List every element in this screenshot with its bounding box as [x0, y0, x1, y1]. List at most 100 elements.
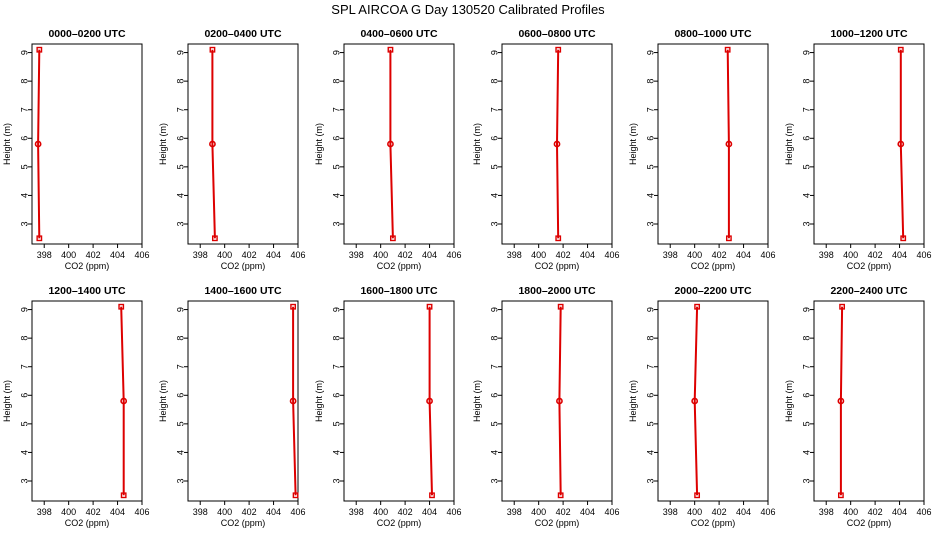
profile-line	[37, 49, 41, 239]
y-tick-label: 5	[801, 164, 811, 169]
chart-title: 0000–0200 UTC	[48, 28, 125, 40]
x-tick-label: 402	[556, 250, 571, 260]
y-tick-label: 3	[645, 221, 655, 226]
y-tick-label: 3	[19, 478, 29, 483]
y-tick-label: 8	[331, 336, 341, 341]
x-tick-label: 402	[712, 250, 727, 260]
profile-line	[899, 49, 905, 239]
x-tick-label: 402	[868, 250, 883, 260]
chart-title: 2200–2400 UTC	[830, 285, 907, 297]
x-axis-label: CO2 (ppm)	[377, 518, 422, 528]
x-tick-label: 402	[868, 507, 883, 517]
data-point	[691, 397, 699, 405]
y-tick-label: 9	[801, 307, 811, 312]
y-axis-label: Height (m)	[472, 380, 482, 422]
y-tick-label: 9	[489, 50, 499, 55]
y-tick-label: 7	[801, 364, 811, 369]
data-point	[429, 492, 435, 499]
y-axis-label: Height (m)	[314, 380, 324, 422]
y-tick-label: 3	[331, 478, 341, 483]
y-tick-label: 9	[19, 50, 29, 55]
data-point	[387, 46, 394, 53]
y-tick-label: 3	[331, 221, 341, 226]
plot-frame	[657, 300, 769, 502]
chart-title: 1000–1200 UTC	[830, 28, 907, 40]
y-axis-label: Height (m)	[628, 123, 638, 165]
y-tick-label: 8	[645, 79, 655, 84]
x-tick-label: 406	[290, 507, 305, 517]
data-point	[36, 235, 43, 242]
chart-panel: 1400–1600 UTC 398 400 402 404 406 CO2 (ppm) 3 4 5…	[158, 285, 306, 528]
chart-panel: 2000–2200 UTC 398 400 402 404 406 CO2 (ppm) 3 4 5…	[628, 285, 776, 528]
x-tick-label: 404	[422, 507, 437, 517]
y-tick-label: 6	[645, 136, 655, 141]
x-tick-label: 398	[193, 507, 208, 517]
data-point	[900, 235, 907, 242]
data-point	[387, 140, 394, 148]
x-tick-label: 406	[134, 507, 149, 517]
x-tick-label: 406	[290, 250, 305, 260]
y-axis-label: Height (m)	[2, 123, 12, 165]
y-tick-label: 5	[801, 421, 811, 426]
y-tick-label: 6	[331, 136, 341, 141]
y-axis-label: Height (m)	[314, 123, 324, 165]
y-tick-label: 8	[19, 79, 29, 84]
chart-panel: 0800–1000 UTC 398 400 402 404 406 CO2 (ppm) 3 4 5…	[628, 28, 776, 271]
x-tick-label: 398	[349, 507, 364, 517]
y-tick-label: 4	[175, 193, 185, 198]
data-point	[426, 303, 433, 310]
data-point	[557, 492, 564, 499]
x-tick-label: 400	[217, 250, 232, 260]
x-tick-label: 398	[37, 507, 52, 517]
chart-panel: 0000–0200 UTC 398 400 402 404 406 CO2 (ppm) 3 4 5…	[2, 28, 150, 271]
y-tick-label: 9	[645, 307, 655, 312]
y-tick-label: 5	[645, 421, 655, 426]
y-tick-label: 5	[331, 421, 341, 426]
x-tick-label: 404	[422, 250, 437, 260]
plot-frame	[343, 300, 455, 502]
y-tick-label: 8	[801, 336, 811, 341]
data-point	[839, 303, 846, 310]
y-tick-label: 4	[331, 450, 341, 455]
x-axis-label: CO2 (ppm)	[847, 261, 892, 271]
x-tick-label: 402	[712, 507, 727, 517]
plot-frame	[31, 43, 143, 245]
y-axis-label: Height (m)	[784, 380, 794, 422]
y-tick-label: 4	[175, 450, 185, 455]
x-axis-label: CO2 (ppm)	[691, 518, 736, 528]
data-point	[209, 46, 216, 53]
x-tick-label: 398	[193, 250, 208, 260]
y-tick-label: 7	[489, 107, 499, 112]
x-tick-label: 404	[892, 250, 907, 260]
y-axis-label: Height (m)	[158, 123, 168, 165]
y-tick-label: 8	[645, 336, 655, 341]
y-tick-label: 9	[175, 50, 185, 55]
y-tick-label: 7	[645, 107, 655, 112]
y-tick-label: 7	[331, 364, 341, 369]
y-axis-label: Height (m)	[784, 123, 794, 165]
x-tick-label: 404	[736, 507, 751, 517]
y-tick-label: 7	[331, 107, 341, 112]
chart-panel: 0600–0800 UTC 398 400 402 404 406 CO2 (ppm) 3 4 5…	[472, 28, 620, 271]
profile-line	[211, 49, 216, 239]
y-axis-label: Height (m)	[158, 380, 168, 422]
x-tick-label: 398	[349, 250, 364, 260]
y-tick-label: 8	[175, 336, 185, 341]
x-tick-label: 400	[217, 507, 232, 517]
x-tick-label: 400	[531, 507, 546, 517]
y-tick-label: 4	[801, 450, 811, 455]
x-tick-label: 404	[892, 507, 907, 517]
y-tick-label: 5	[19, 164, 29, 169]
data-point	[837, 492, 844, 499]
y-tick-label: 8	[801, 79, 811, 84]
x-tick-label: 402	[398, 507, 413, 517]
y-tick-label: 6	[175, 136, 185, 141]
plot-frame	[657, 43, 769, 245]
y-tick-label: 7	[801, 107, 811, 112]
x-tick-label: 402	[86, 507, 101, 517]
y-tick-label: 6	[175, 393, 185, 398]
y-tick-label: 9	[19, 307, 29, 312]
chart-panel: 2200–2400 UTC 398 400 402 404 406 CO2 (ppm) 3 4 5…	[784, 285, 932, 528]
x-tick-label: 404	[110, 250, 125, 260]
x-tick-label: 402	[242, 250, 257, 260]
